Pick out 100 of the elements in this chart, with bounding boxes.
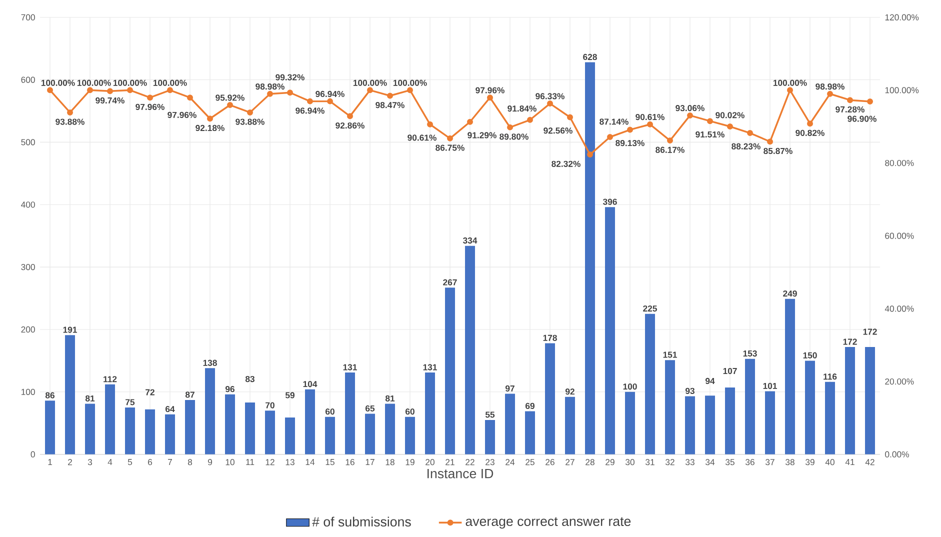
bar [165, 414, 176, 454]
data-label: 86.17% [656, 146, 684, 153]
data-label: 96.90% [848, 116, 876, 122]
y2-tick-label: 40.00% [884, 306, 914, 312]
point [787, 87, 794, 94]
point [687, 112, 694, 118]
x-tick-label: 34 [706, 459, 715, 466]
data-label: 93 [685, 388, 694, 394]
bar [745, 358, 756, 454]
x-tick-label: 27 [566, 459, 574, 466]
data-label: 172 [843, 338, 857, 345]
x-tick-label: 29 [606, 459, 614, 466]
x-tick-label: 41 [845, 459, 854, 466]
x-tick-label: 9 [208, 459, 212, 466]
point [347, 113, 354, 120]
bar [205, 368, 216, 454]
x-tick-label: 30 [626, 459, 634, 466]
data-label: 396 [602, 198, 617, 205]
data-label: 60 [406, 408, 414, 415]
x-tick-label: 28 [586, 459, 594, 466]
bar [125, 408, 136, 454]
point [327, 98, 334, 104]
point [847, 97, 854, 104]
point [187, 94, 194, 101]
y-tick-label: 700 [21, 14, 35, 20]
data-label: 100.00% [77, 80, 111, 86]
data-label: 88.23% [732, 143, 760, 150]
data-label: 81 [85, 395, 95, 402]
x-tick-label: 10 [226, 459, 234, 466]
bar [645, 314, 656, 454]
point [827, 90, 834, 97]
data-label: 64 [166, 406, 175, 412]
data-label: 91.51% [696, 131, 724, 138]
bar [725, 388, 736, 454]
x-tick-label: 20 [426, 459, 434, 466]
data-label: 151 [663, 352, 677, 358]
data-label: 94 [705, 378, 715, 384]
bar [405, 416, 416, 454]
x-tick-label: 16 [346, 459, 354, 466]
point [307, 98, 314, 104]
data-label: 85.87% [764, 148, 792, 154]
x-tick-label: 17 [366, 459, 374, 466]
bar [545, 343, 556, 454]
x-tick-label: 19 [406, 459, 414, 466]
bar [805, 360, 816, 454]
data-label: 100 [623, 384, 637, 390]
bar [525, 411, 536, 454]
point [587, 152, 594, 158]
data-label: 249 [783, 290, 797, 297]
bar [365, 414, 376, 454]
x-tick-label: 25 [526, 459, 534, 466]
point [727, 124, 734, 130]
bar [105, 384, 116, 454]
x-tick-label: 11 [246, 459, 254, 466]
x-tick-label: 40 [825, 459, 834, 466]
data-label: 89.13% [616, 140, 644, 146]
data-label: 334 [462, 237, 478, 244]
point [87, 87, 94, 94]
bar [865, 346, 876, 454]
point [487, 94, 494, 101]
data-label: 90.61% [408, 134, 436, 141]
x-tick-label: 22 [466, 459, 474, 466]
y2-tick-label: 20.00% [885, 378, 914, 385]
data-label: 97 [505, 385, 514, 392]
data-label: 92.86% [336, 122, 364, 129]
data-label: 96.33% [536, 93, 564, 100]
data-label: 104 [303, 381, 318, 388]
point [667, 138, 674, 144]
data-label: 87 [185, 392, 194, 398]
point [107, 88, 114, 94]
point [247, 109, 254, 116]
data-label: 93.88% [236, 118, 264, 125]
data-label: 150 [803, 352, 817, 358]
y2-tick-label: 80.00% [885, 160, 914, 166]
y-tick-label: 0 [30, 451, 35, 458]
data-label: 83 [245, 376, 254, 382]
data-label: 98.47% [376, 102, 404, 108]
data-label: 225 [643, 305, 657, 312]
data-label: 138 [203, 360, 217, 366]
point [747, 130, 754, 136]
data-label: 93.88% [56, 118, 84, 125]
data-label: 97.96% [168, 112, 196, 118]
legend-label: average correct answer rate [466, 517, 631, 529]
data-label: 89.80% [500, 134, 528, 140]
bar [705, 396, 716, 454]
bar [45, 400, 56, 454]
data-label: 70 [266, 402, 274, 408]
point [427, 121, 434, 128]
data-label: 98.98% [816, 83, 844, 90]
data-label: 100.00% [773, 80, 807, 86]
y-tick-label: 600 [21, 76, 35, 83]
x-tick-label: 12 [266, 459, 274, 466]
x-tick-label: 33 [686, 459, 694, 466]
y-tick-label: 200 [21, 326, 35, 333]
y-tick-label: 300 [21, 264, 35, 270]
x-tick-label: 14 [306, 459, 315, 466]
point [507, 124, 514, 130]
x-tick-label: 2 [68, 459, 72, 466]
point [707, 118, 714, 124]
x-tick-label: 42 [865, 459, 874, 466]
